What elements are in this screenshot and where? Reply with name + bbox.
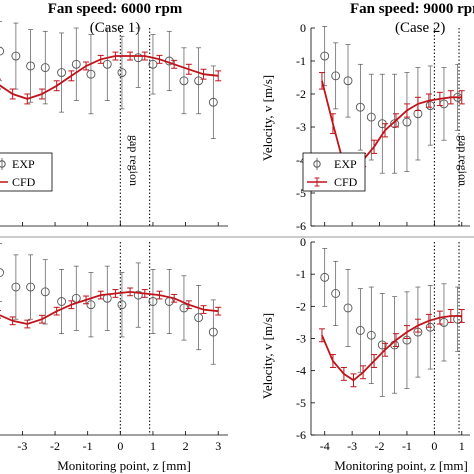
exp-point <box>194 313 204 323</box>
exp-point <box>179 76 189 86</box>
legend-right: EXP CFD <box>302 152 366 192</box>
exp-point <box>194 76 204 86</box>
left-panel-title: Fan speed: 6000 rpm <box>48 1 183 17</box>
panel-top-left <box>0 21 228 227</box>
x-tick-label: 2 <box>183 439 189 453</box>
right-panel-title: Fan speed: 9000 rpm <box>350 1 474 17</box>
y-tick-label: -6 <box>296 219 306 233</box>
x-tick-label: -4 <box>320 439 330 453</box>
panel-bottom-right: 0 -1 -2 -3 -4 -5 -6 -4 -3 -2 -1 0 1 <box>296 235 470 453</box>
exp-point <box>148 59 158 69</box>
legend-cfd-label: CFD <box>334 175 358 189</box>
exp-point <box>320 272 330 282</box>
y-tick-label: -1 <box>296 267 306 281</box>
exp-point <box>0 268 5 277</box>
exp-point <box>26 61 36 71</box>
y-tick-label: -4 <box>296 364 306 378</box>
x-tick-label: 0 <box>117 439 123 453</box>
exp-point <box>331 289 341 298</box>
cfd-line <box>321 315 462 382</box>
exp-point <box>26 282 36 292</box>
exp-point <box>320 51 330 61</box>
gap-region-label-left: gap region <box>127 135 141 186</box>
y-tick-label: 0 <box>300 21 306 35</box>
y-tick-label: -3 <box>296 332 306 346</box>
right-panel-subtitle: (Case 2) <box>395 20 445 36</box>
cfd-line <box>0 55 219 100</box>
panel-top-right: 0 -1 -2 -3 -4 -5 -6 <box>296 21 470 233</box>
left-panel-subtitle: (Case 1) <box>90 20 140 36</box>
exp-point <box>40 287 50 297</box>
exp-point <box>11 282 21 292</box>
y-tick-label: -5 <box>296 186 306 200</box>
x-tick-label: 3 <box>215 439 221 453</box>
exp-point <box>133 53 143 63</box>
y-tick-label: -6 <box>296 428 306 442</box>
x-tick-label: -2 <box>50 439 60 453</box>
exp-point <box>133 290 143 300</box>
exp-point <box>86 300 96 310</box>
exp-point <box>390 119 400 129</box>
y-axis-label-bottom: Velocity, v [m/s] <box>260 313 275 399</box>
legend-cfd-label: CFD <box>12 175 36 189</box>
x-axis-label-left: Monitoring point, z [mm] <box>57 458 191 473</box>
x-tick-label: 1 <box>150 439 156 453</box>
y-tick-label: -1 <box>296 54 306 68</box>
exp-point <box>331 71 341 81</box>
exp-point <box>102 59 112 69</box>
y-tick-label: -2 <box>296 87 306 101</box>
legend-exp-label: EXP <box>334 157 357 171</box>
exp-point <box>117 68 127 78</box>
exp-point <box>425 101 435 111</box>
x-axis-label-right: Monitoring point, z [mm] <box>334 458 468 473</box>
exp-point <box>208 327 218 337</box>
x-tick-label: 0 <box>431 439 437 453</box>
exp-point <box>366 330 376 340</box>
exp-point <box>355 326 365 335</box>
exp-point <box>402 117 412 127</box>
exp-point <box>57 297 67 306</box>
x-tick-label: -1 <box>83 439 93 453</box>
legend-left: EXP CFD <box>0 152 53 192</box>
exp-point <box>0 46 5 56</box>
exp-point <box>366 112 376 122</box>
exp-point <box>148 297 158 306</box>
x-tick-label: -3 <box>347 439 357 453</box>
x-tick-label: -2 <box>375 439 385 453</box>
cfd-line <box>0 290 219 325</box>
y-tick-label: -2 <box>296 299 306 313</box>
y-axis-label-top: Velocity, v [m/s] <box>260 75 275 161</box>
y-tick-label: -3 <box>296 120 306 134</box>
exp-point <box>343 303 353 313</box>
gap-region-label-right: gap region <box>456 135 470 186</box>
legend-exp-label: EXP <box>12 157 35 171</box>
exp-point <box>377 340 387 350</box>
exp-point <box>208 97 218 107</box>
exp-point <box>117 300 127 310</box>
x-tick-label: 1 <box>459 439 465 453</box>
exp-point <box>57 68 67 78</box>
x-tick-label: -3 <box>17 439 27 453</box>
exp-point <box>355 102 365 112</box>
exp-point <box>40 63 50 73</box>
x-tick-label: -1 <box>402 439 412 453</box>
panel-bottom-left: -3 -2 -1 0 1 2 3 <box>0 242 228 453</box>
y-tick-label: -5 <box>296 396 306 410</box>
y-tick-label: 0 <box>300 235 306 249</box>
exp-point <box>343 76 353 86</box>
exp-point <box>86 69 96 79</box>
exp-point <box>179 303 189 313</box>
exp-point <box>71 59 81 69</box>
exp-point <box>11 51 21 61</box>
y-tick-label: -4 <box>296 153 306 167</box>
